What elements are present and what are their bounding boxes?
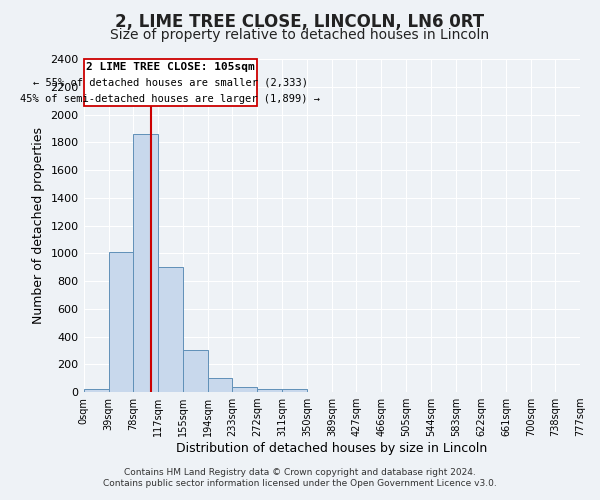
Text: 2 LIME TREE CLOSE: 105sqm: 2 LIME TREE CLOSE: 105sqm [86,62,255,72]
Bar [158,267,182,392]
Text: Size of property relative to detached houses in Lincoln: Size of property relative to detached ho… [110,28,490,42]
Bar [109,252,133,392]
Bar [257,390,282,392]
Bar [232,386,257,392]
Text: 45% of semi-detached houses are larger (1,899) →: 45% of semi-detached houses are larger (… [20,94,320,104]
Bar [83,390,109,392]
Bar [133,134,158,392]
Text: ← 55% of detached houses are smaller (2,333): ← 55% of detached houses are smaller (2,… [33,78,308,88]
Bar [282,390,307,392]
Text: 2, LIME TREE CLOSE, LINCOLN, LN6 0RT: 2, LIME TREE CLOSE, LINCOLN, LN6 0RT [115,12,485,30]
X-axis label: Distribution of detached houses by size in Lincoln: Distribution of detached houses by size … [176,442,487,455]
Text: Contains HM Land Registry data © Crown copyright and database right 2024.
Contai: Contains HM Land Registry data © Crown c… [103,468,497,487]
Y-axis label: Number of detached properties: Number of detached properties [32,127,45,324]
FancyBboxPatch shape [83,59,257,106]
Bar [182,350,208,392]
Bar [208,378,232,392]
